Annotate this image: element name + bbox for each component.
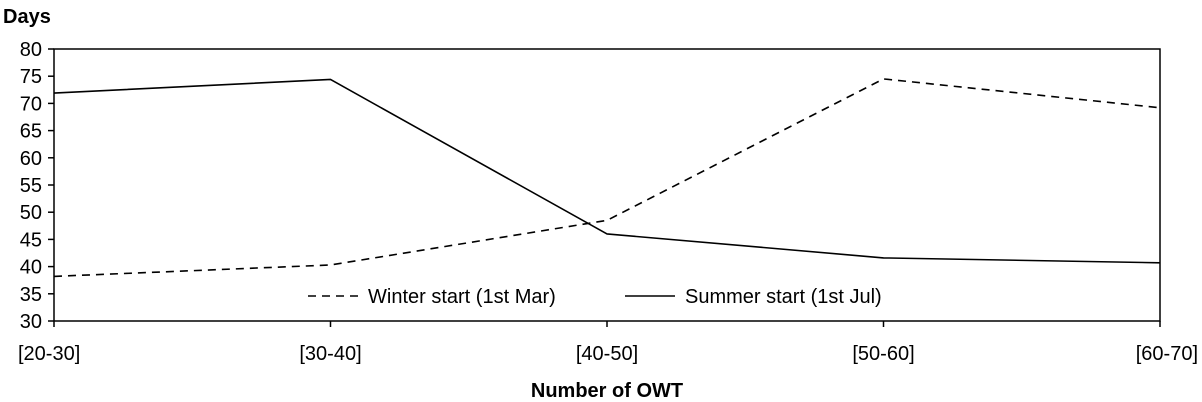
legend-label-winter: Winter start (1st Mar): [368, 286, 556, 308]
series-line-winter: [53, 78, 1161, 278]
y-tick-label: 75: [20, 66, 42, 88]
x-tick-label: [60-70]: [1136, 343, 1198, 365]
y-tick-label: 55: [20, 175, 42, 197]
legend: Winter start (1st Mar) Summer start (1st…: [308, 286, 882, 308]
x-tick-label: [50-60]: [852, 343, 914, 365]
y-axis: 30 35 40 45 50 55 60 65 70 75 80: [20, 39, 54, 333]
x-tick-label: [40-50]: [576, 343, 638, 365]
x-axis-title: Number of OWT: [531, 380, 683, 402]
series-line-summer: [53, 78, 1161, 264]
y-tick-label: 70: [20, 93, 42, 115]
y-tick-label: 40: [20, 257, 42, 279]
y-tick-label: 65: [20, 121, 42, 143]
y-tick-label: 35: [20, 284, 42, 306]
y-axis-title: Days: [3, 6, 51, 28]
y-tick-label: 30: [20, 311, 42, 333]
series-layer: [53, 78, 1161, 278]
y-tick-label: 60: [20, 148, 42, 170]
legend-label-summer: Summer start (1st Jul): [685, 286, 882, 308]
y-tick-label: 45: [20, 229, 42, 251]
x-axis: [20-30] [30-40] [40-50] [50-60] [60-70]: [18, 321, 1198, 365]
x-tick-label: [30-40]: [299, 343, 361, 365]
y-tick-label: 50: [20, 202, 42, 224]
plot-area-frame: [53, 48, 1161, 322]
x-tick-label: [20-30]: [18, 343, 80, 365]
y-tick-label: 80: [20, 39, 42, 61]
